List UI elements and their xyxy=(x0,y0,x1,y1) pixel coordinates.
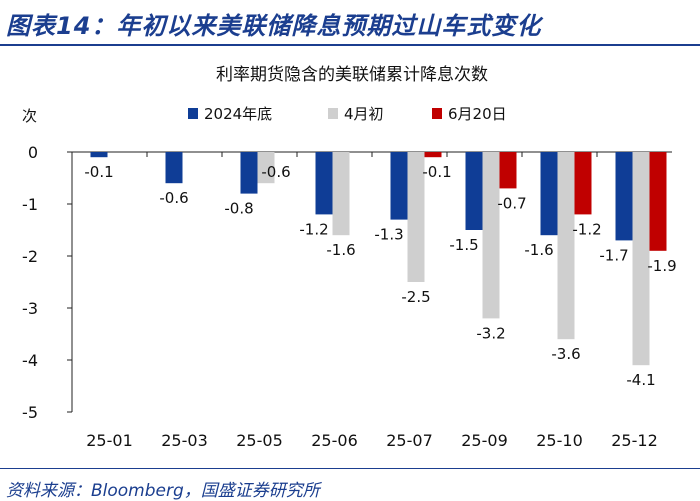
bar-series-april xyxy=(557,152,575,340)
data-label-series-2024: -1.2 xyxy=(299,220,328,238)
data-label-series-april: -3.6 xyxy=(551,345,580,363)
data-label-series-june: -1.9 xyxy=(647,257,676,275)
bar-series-april xyxy=(332,152,350,236)
legend-swatch-series-april xyxy=(328,108,338,119)
y-tick-label: -2 xyxy=(22,247,38,266)
figure-title: 图表14：年初以来美联储降息预期过山车式变化 xyxy=(6,12,542,40)
x-tick-label: 25-07 xyxy=(386,431,433,450)
data-label-series-june: -0.1 xyxy=(422,163,451,181)
data-label-series-2024: -0.1 xyxy=(84,163,113,181)
figure-header: 图表14：年初以来美联储降息预期过山车式变化 xyxy=(0,0,700,46)
x-tick-label: 25-09 xyxy=(461,431,508,450)
bar-series-june xyxy=(649,152,667,251)
y-tick-label: -3 xyxy=(22,299,38,318)
bar-series-june xyxy=(499,152,517,189)
x-tick-label: 25-01 xyxy=(86,431,133,450)
data-label-series-2024: -1.6 xyxy=(524,241,553,259)
data-label-series-april: -4.1 xyxy=(626,371,655,389)
chart-canvas: 利率期货隐含的美联储累计降息次数 2024年底 4月初 6月20日 次 0 -1 -2 -3 -4… xyxy=(22,65,677,450)
x-tick-label: 25-03 xyxy=(161,431,208,450)
x-tick-label: 25-05 xyxy=(236,431,283,450)
data-label-series-june: -0.7 xyxy=(497,194,526,212)
y-tick-label: -5 xyxy=(22,403,38,422)
data-label-series-2024: -1.5 xyxy=(449,236,478,254)
data-label-series-2024: -1.7 xyxy=(599,246,628,264)
data-label-series-april: -2.5 xyxy=(401,288,430,306)
bar-series-2024 xyxy=(90,152,108,158)
y-tick-label: 0 xyxy=(28,143,38,162)
y-tick-label: -4 xyxy=(22,351,38,370)
x-tick-label: 25-06 xyxy=(311,431,358,450)
source-note: 资料来源：Bloomberg，国盛证券研究所 xyxy=(6,481,320,501)
bar-series-2024 xyxy=(165,152,183,184)
bar-series-april xyxy=(632,152,650,366)
legend-label-series-april: 4月初 xyxy=(344,105,384,123)
bar-series-april xyxy=(407,152,425,282)
data-label-series-april: -0.6 xyxy=(261,163,290,181)
bar-series-june xyxy=(574,152,592,215)
bar-series-april xyxy=(257,152,275,184)
legend-swatch-series-june xyxy=(432,108,442,119)
legend-label-series-june: 6月20日 xyxy=(448,105,507,123)
y-tick-label: -1 xyxy=(22,195,38,214)
data-label-series-april: -3.2 xyxy=(476,324,505,342)
bar-series-april xyxy=(482,152,500,319)
data-label-series-2024: -0.6 xyxy=(159,189,188,207)
legend-swatch-series-2024 xyxy=(188,108,198,119)
bar-series-2024 xyxy=(315,152,333,215)
y-axis-unit-label: 次 xyxy=(22,107,37,125)
header-divider xyxy=(0,44,700,46)
bar-series-2024 xyxy=(465,152,483,230)
bar-series-2024 xyxy=(390,152,408,220)
data-label-series-2024: -0.8 xyxy=(224,200,253,218)
x-tick-label: 25-12 xyxy=(611,431,658,450)
bar-series-2024 xyxy=(540,152,558,236)
bar-series-2024 xyxy=(240,152,258,194)
bar-series-june xyxy=(424,152,442,158)
chart-title: 利率期货隐含的美联储累计降息次数 xyxy=(216,65,488,85)
data-label-series-april: -1.6 xyxy=(326,241,355,259)
footer-divider xyxy=(0,468,700,469)
data-label-series-2024: -1.3 xyxy=(374,226,403,244)
bar-series-2024 xyxy=(615,152,633,241)
data-label-series-june: -1.2 xyxy=(572,220,601,238)
legend-label-series-2024: 2024年底 xyxy=(204,105,272,123)
x-tick-label: 25-10 xyxy=(536,431,583,450)
